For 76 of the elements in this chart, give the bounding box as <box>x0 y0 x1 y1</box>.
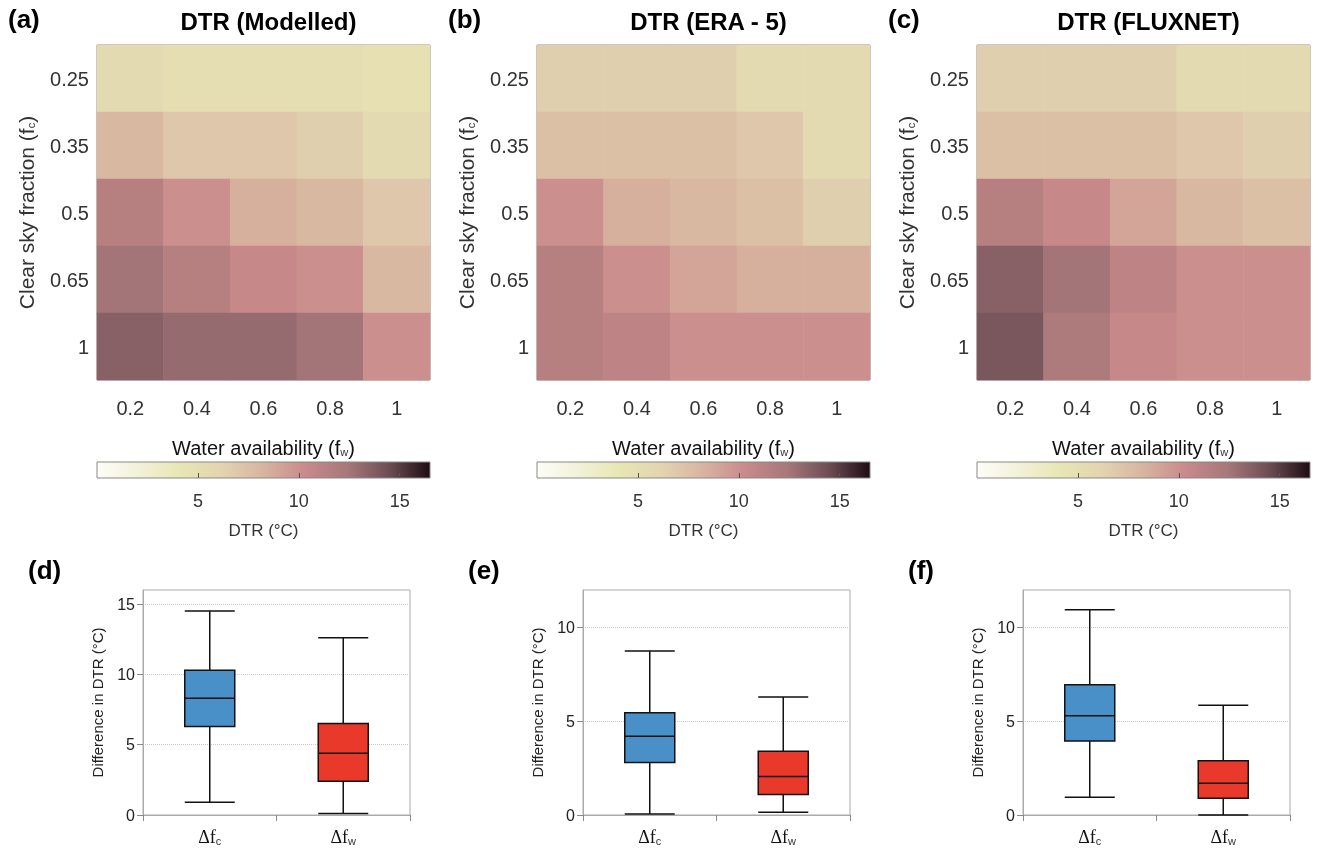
y-axis-title: Clear sky fraction (fc) <box>895 115 918 310</box>
y-tick-label: 10 <box>557 619 576 636</box>
color-bar-label: 10 <box>728 491 749 511</box>
y-tick-label: 0.65 <box>490 268 529 291</box>
y-tick-label: 10 <box>997 619 1016 636</box>
color-bar-label: 10 <box>1168 491 1189 511</box>
x-tick-label: Δfc <box>1078 826 1102 847</box>
y-tick-label: 0.65 <box>930 268 969 291</box>
color-bar-title: DTR (°C) <box>1108 521 1179 540</box>
y-tick-label: 0.65 <box>50 268 89 291</box>
x-tick-label: Δfw <box>770 826 797 847</box>
color-bar-label: 5 <box>1072 491 1083 511</box>
y-axis-title: Difference in DTR (°C) <box>969 627 986 778</box>
x-tick-label: Δfw <box>1210 826 1237 847</box>
color-bar-label: 15 <box>1269 491 1290 511</box>
text: (c) <box>888 4 920 34</box>
text: (b) <box>448 4 482 34</box>
chart-title: DTR (Modelled) <box>180 7 357 35</box>
chart-title: DTR (FLUXNET) <box>1057 7 1240 35</box>
color-bar-label: 15 <box>389 491 410 511</box>
color-bar-label: 5 <box>192 491 203 511</box>
color-bar-label: 15 <box>829 491 850 511</box>
x-tick-label: 0.2 <box>556 397 585 419</box>
y-tick-label: 0.35 <box>490 134 529 157</box>
y-tick-label: 1 <box>77 335 89 358</box>
color-bar-label: 5 <box>632 491 643 511</box>
y-tick-label: 5 <box>1006 712 1016 730</box>
text: (d) <box>28 555 62 585</box>
x-tick-label: 1 <box>1271 397 1283 419</box>
x-tick-label: Δfc <box>638 826 662 847</box>
y-tick-label: 0 <box>566 806 576 824</box>
y-tick-label: 0.25 <box>930 67 969 90</box>
y-axis-title: Difference in DTR (°C) <box>529 627 546 778</box>
x-tick-label: 0.8 <box>1196 397 1225 419</box>
y-tick-label: 1 <box>957 335 969 358</box>
y-tick-label: 0.5 <box>501 201 529 224</box>
y-axis-title: Clear sky fraction (fc) <box>455 115 478 310</box>
y-tick-label: 0.35 <box>930 134 969 157</box>
x-tick-label: 0.6 <box>689 397 718 419</box>
color-bar-title: DTR (°C) <box>228 521 299 540</box>
x-tick-label: 0.8 <box>756 397 785 419</box>
x-tick-label: 0.4 <box>1062 397 1091 419</box>
x-tick-label: 0.6 <box>249 397 278 419</box>
y-tick-label: 15 <box>117 595 136 613</box>
color-bar-title: DTR (°C) <box>668 521 739 540</box>
x-tick-label: Δfc <box>198 826 222 847</box>
y-axis-title: Difference in DTR (°C) <box>89 627 106 778</box>
chart-title: DTR (ERA - 5) <box>630 7 787 35</box>
text: (a) <box>8 4 40 34</box>
y-tick-label: 1 <box>517 335 529 358</box>
x-tick-label: 0.4 <box>182 397 211 419</box>
y-tick-label: 0.35 <box>50 134 89 157</box>
x-tick-label: 0.4 <box>622 397 651 419</box>
y-tick-label: 0 <box>1006 806 1016 824</box>
y-tick-label: 10 <box>117 665 136 683</box>
y-axis-title: Clear sky fraction (fc) <box>15 115 38 310</box>
y-tick-label: 0.5 <box>61 201 89 224</box>
x-tick-label: 0.2 <box>116 397 145 419</box>
y-tick-label: 0 <box>126 806 136 824</box>
x-tick-label: 1 <box>391 397 403 419</box>
x-tick-label: 0.8 <box>316 397 345 419</box>
y-tick-label: 5 <box>566 712 576 730</box>
x-axis-title: Water availability (fw) <box>1052 437 1235 459</box>
x-tick-label: 1 <box>831 397 843 419</box>
x-tick-label: 0.6 <box>1129 397 1158 419</box>
y-tick-label: 0.5 <box>941 201 969 224</box>
text: (e) <box>468 555 500 585</box>
y-tick-label: 0.25 <box>490 67 529 90</box>
text: (f) <box>908 555 934 585</box>
y-tick-label: 5 <box>126 736 136 754</box>
x-tick-label: 0.2 <box>996 397 1025 419</box>
color-bar-label: 10 <box>288 491 309 511</box>
y-tick-label: 0.25 <box>50 67 89 90</box>
x-tick-label: Δfw <box>330 826 357 847</box>
x-axis-title: Water availability (fw) <box>612 437 795 459</box>
x-axis-title: Water availability (fw) <box>172 437 355 459</box>
